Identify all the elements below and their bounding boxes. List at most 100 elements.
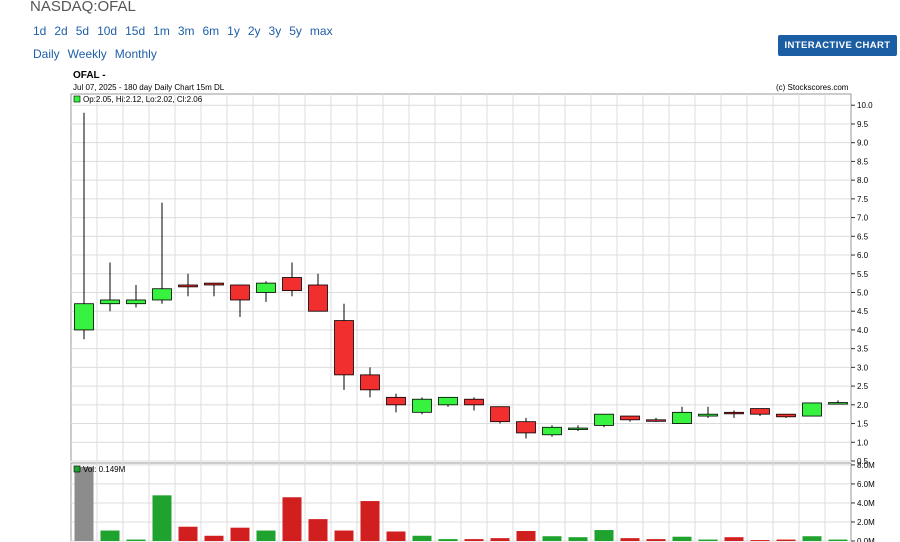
volume-bar xyxy=(360,501,380,541)
volume-bar xyxy=(334,530,354,541)
candle-body xyxy=(568,427,588,430)
volume-bar xyxy=(230,527,250,541)
candle-body xyxy=(386,396,406,406)
mode-weekly[interactable]: Weekly xyxy=(67,47,107,61)
price-tick-label: 2.0 xyxy=(857,401,869,410)
price-tick-label: 5.0 xyxy=(857,288,869,297)
price-tick-label: 1.5 xyxy=(857,420,869,429)
candle-body xyxy=(178,284,198,288)
candle-body xyxy=(308,284,328,312)
period-10d[interactable]: 10d xyxy=(97,24,118,38)
candle-body xyxy=(594,413,614,426)
candle-body xyxy=(516,421,536,434)
ticker-title: NASDAQ:OFAL xyxy=(30,0,136,15)
interactive-chart-button[interactable]: INTERACTIVE CHART xyxy=(778,35,897,56)
price-tick-label: 1.0 xyxy=(857,438,869,447)
period-1d[interactable]: 1d xyxy=(33,24,47,38)
volume-bar xyxy=(438,539,458,541)
candle-body xyxy=(230,284,250,301)
candle-body xyxy=(464,398,484,406)
volume-bar xyxy=(802,536,822,541)
chart-subtitle: Jul 07, 2025 - 180 day Daily Chart 15m D… xyxy=(73,83,225,92)
candle-body xyxy=(126,299,146,305)
volume-bar xyxy=(464,539,484,541)
period-5y[interactable]: 5y xyxy=(289,24,302,38)
symbol-label: OFAL - xyxy=(73,70,106,81)
price-legend-text: Op:2.05, Hi:2.12, Lo:2.02, Cl:2.06 xyxy=(83,95,203,104)
volume-bar xyxy=(516,531,536,541)
volume-bar xyxy=(776,539,796,541)
price-tick-label: 9.5 xyxy=(857,120,869,129)
candle-body xyxy=(204,282,224,286)
period-1m[interactable]: 1m xyxy=(153,24,170,38)
volume-tick-label: 8.0M xyxy=(857,461,875,470)
volume-bar xyxy=(672,536,692,541)
volume-bar xyxy=(412,535,432,541)
price-tick-label: 9.0 xyxy=(857,139,869,148)
volume-tick-label: 6.0M xyxy=(857,480,875,489)
volume-bar xyxy=(542,536,562,541)
price-tick-label: 6.0 xyxy=(857,251,869,260)
candle-body xyxy=(74,303,94,331)
volume-bar xyxy=(100,530,120,541)
candle-body xyxy=(776,413,796,418)
candle-body xyxy=(750,408,770,415)
candle-body xyxy=(542,426,562,436)
price-tick-label: 6.5 xyxy=(857,232,869,241)
price-tick-label: 7.0 xyxy=(857,214,869,223)
period-3y[interactable]: 3y xyxy=(268,24,282,38)
mode-daily[interactable]: Daily xyxy=(33,47,60,61)
price-tick-label: 5.5 xyxy=(857,270,869,279)
candle-body xyxy=(412,398,432,413)
candle-body xyxy=(256,282,276,293)
volume-bar xyxy=(256,530,276,541)
volume-tick-label: 4.0M xyxy=(857,499,875,508)
volume-bar xyxy=(74,466,94,541)
volume-bar xyxy=(646,539,666,541)
volume-bar xyxy=(126,539,146,541)
volume-bar xyxy=(204,535,224,541)
period-max[interactable]: max xyxy=(309,24,333,38)
volume-legend-text: Vol: 0.149M xyxy=(83,465,126,474)
volume-bar xyxy=(282,497,302,541)
period-6m[interactable]: 6m xyxy=(202,24,220,38)
volume-tick-label: 2.0M xyxy=(857,518,875,527)
volume-bar xyxy=(594,530,614,541)
period-1y[interactable]: 1y xyxy=(227,24,240,38)
mode-selector: Daily Weekly Monthly xyxy=(33,47,165,61)
volume-legend-swatch xyxy=(73,465,81,473)
mode-monthly[interactable]: Monthly xyxy=(114,47,157,61)
price-tick-label: 3.0 xyxy=(857,363,869,372)
period-selector: 1d 2d 5d 10d 15d 1m 3m 6m 1y 2y 3y 5y max xyxy=(33,24,341,38)
volume-bar xyxy=(724,537,744,541)
price-tick-label: 8.0 xyxy=(857,176,869,185)
volume-bar xyxy=(490,538,510,541)
period-5d[interactable]: 5d xyxy=(75,24,90,38)
candle-body xyxy=(438,396,458,406)
price-tick-label: 4.0 xyxy=(857,326,869,335)
volume-bar xyxy=(698,539,718,541)
volume-bar xyxy=(152,495,172,541)
volume-bar xyxy=(386,531,406,541)
volume-bar xyxy=(568,537,588,541)
candle-body xyxy=(672,411,692,424)
volume-tick-label: 0.0M xyxy=(857,537,875,542)
candle-body xyxy=(828,402,848,405)
candle-body xyxy=(490,406,510,423)
period-2y[interactable]: 2y xyxy=(247,24,261,38)
period-2d[interactable]: 2d xyxy=(54,24,68,38)
volume-bar xyxy=(620,538,640,541)
candle-body xyxy=(724,411,744,415)
price-tick-label: 7.5 xyxy=(857,195,869,204)
candle-body xyxy=(698,413,718,417)
volume-bar xyxy=(178,526,198,541)
period-3m[interactable]: 3m xyxy=(177,24,195,38)
candle-body xyxy=(620,415,640,421)
candle-body xyxy=(334,320,354,376)
price-tick-label: 2.5 xyxy=(857,382,869,391)
volume-bar xyxy=(308,519,328,541)
candle-body xyxy=(360,374,380,391)
period-15d[interactable]: 15d xyxy=(125,24,146,38)
candle-body xyxy=(646,419,666,422)
